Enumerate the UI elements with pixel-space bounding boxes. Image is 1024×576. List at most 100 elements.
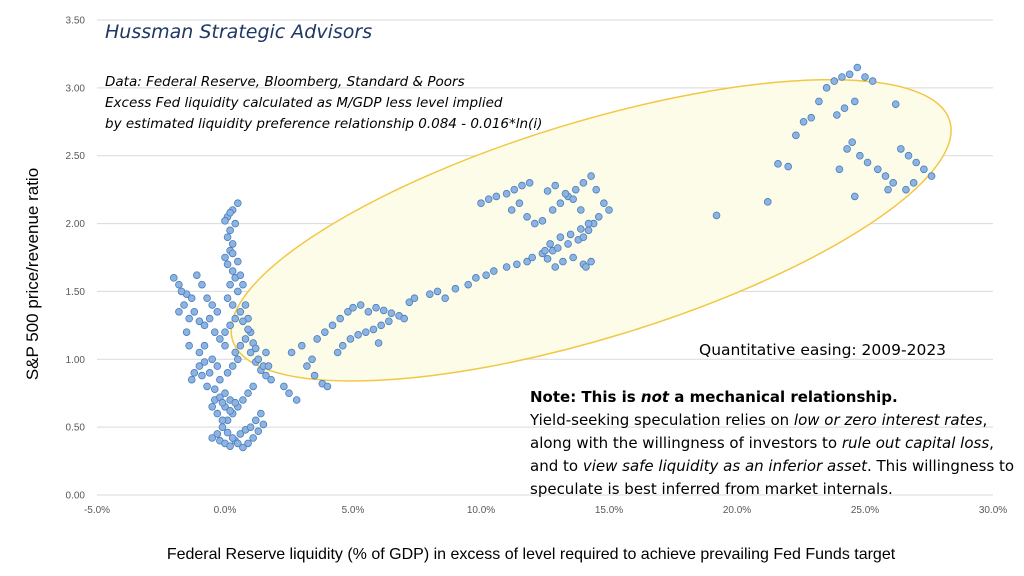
data-point bbox=[287, 348, 296, 357]
data-point bbox=[472, 274, 480, 282]
data-point bbox=[231, 398, 240, 407]
data-point bbox=[251, 416, 260, 425]
data-point bbox=[484, 195, 493, 203]
data-point bbox=[308, 355, 316, 364]
data-point bbox=[262, 371, 270, 380]
data-point bbox=[226, 280, 234, 289]
data-points bbox=[170, 63, 936, 452]
data-point bbox=[267, 375, 275, 384]
data-point bbox=[208, 402, 217, 411]
data-point bbox=[241, 335, 250, 343]
data-point bbox=[234, 199, 242, 208]
data-point bbox=[213, 430, 222, 438]
data-point bbox=[579, 179, 588, 187]
data-point bbox=[815, 97, 823, 106]
data-point bbox=[492, 192, 501, 201]
y-tick-label: 2.50 bbox=[66, 151, 86, 162]
data-point bbox=[587, 257, 595, 266]
data-point bbox=[909, 179, 918, 187]
data-point bbox=[551, 181, 560, 190]
data-point bbox=[582, 263, 590, 271]
data-point bbox=[246, 348, 255, 357]
data-point bbox=[566, 230, 575, 239]
data-point bbox=[507, 206, 516, 214]
data-point bbox=[853, 63, 862, 72]
data-point bbox=[226, 442, 234, 450]
data-point bbox=[234, 287, 242, 296]
data-point bbox=[236, 430, 245, 438]
data-point bbox=[410, 294, 419, 303]
data-point bbox=[927, 172, 936, 180]
data-point bbox=[561, 189, 570, 198]
y-tick-label: 2.00 bbox=[66, 219, 86, 230]
data-point bbox=[195, 317, 204, 326]
data-point bbox=[405, 298, 414, 307]
data-point bbox=[374, 339, 383, 347]
data-point bbox=[187, 294, 196, 303]
data-point bbox=[203, 294, 211, 303]
y-tick-label: 0.00 bbox=[66, 491, 86, 502]
data-point bbox=[884, 185, 892, 194]
data-point bbox=[313, 335, 321, 343]
y-tick-label: 1.50 bbox=[66, 287, 86, 298]
data-point bbox=[187, 375, 196, 384]
data-point bbox=[226, 226, 234, 235]
data-point bbox=[221, 341, 229, 350]
source-line: Data: Federal Reserve, Bloomberg, Standa… bbox=[105, 74, 465, 90]
data-point bbox=[763, 198, 772, 206]
data-point bbox=[594, 212, 603, 221]
data-point bbox=[205, 314, 214, 323]
x-tick-label: 25.0% bbox=[851, 505, 879, 516]
y-tick-labels: 0.00 0.50 1.00 1.50 2.00 2.50 3.00 3.50 bbox=[66, 16, 86, 502]
data-point bbox=[556, 233, 565, 241]
data-point bbox=[190, 369, 199, 377]
data-point bbox=[177, 287, 186, 296]
data-point bbox=[200, 321, 209, 330]
data-point bbox=[239, 396, 247, 404]
data-point bbox=[223, 260, 232, 269]
x-axis-label: Federal Reserve liquidity (% of GDP) in … bbox=[167, 546, 896, 563]
data-point bbox=[198, 371, 206, 380]
data-point bbox=[303, 362, 311, 370]
data-point bbox=[228, 301, 237, 309]
data-point bbox=[873, 165, 882, 174]
x-tick-label: 5.0% bbox=[342, 505, 365, 516]
data-point bbox=[198, 280, 206, 289]
data-point bbox=[551, 263, 560, 271]
data-point bbox=[553, 244, 562, 252]
data-point bbox=[425, 290, 434, 298]
data-point bbox=[170, 274, 178, 282]
data-point bbox=[246, 423, 255, 431]
data-point bbox=[361, 328, 370, 336]
data-point bbox=[850, 97, 859, 106]
data-point bbox=[830, 77, 839, 85]
data-point bbox=[208, 355, 217, 364]
data-point bbox=[323, 382, 332, 391]
data-point bbox=[328, 321, 337, 330]
data-point bbox=[891, 100, 900, 108]
data-point bbox=[231, 348, 240, 357]
y-tick-label: 3.50 bbox=[66, 16, 86, 27]
data-point bbox=[254, 355, 263, 364]
data-point bbox=[213, 362, 222, 370]
data-point bbox=[182, 328, 191, 336]
data-point bbox=[221, 217, 229, 225]
data-point bbox=[338, 341, 347, 350]
x-tick-label: 20.0% bbox=[723, 505, 751, 516]
data-point bbox=[525, 179, 534, 187]
data-point bbox=[259, 420, 268, 429]
data-point bbox=[218, 423, 227, 431]
data-point bbox=[515, 199, 524, 208]
data-point bbox=[848, 138, 856, 146]
data-point bbox=[920, 165, 928, 174]
data-point bbox=[577, 225, 585, 233]
data-point bbox=[216, 375, 224, 384]
data-point bbox=[262, 348, 270, 357]
data-point bbox=[228, 240, 237, 248]
data-point bbox=[523, 212, 531, 221]
data-point bbox=[216, 335, 224, 343]
data-point bbox=[385, 317, 393, 326]
data-point bbox=[543, 187, 552, 195]
data-point bbox=[344, 307, 352, 316]
